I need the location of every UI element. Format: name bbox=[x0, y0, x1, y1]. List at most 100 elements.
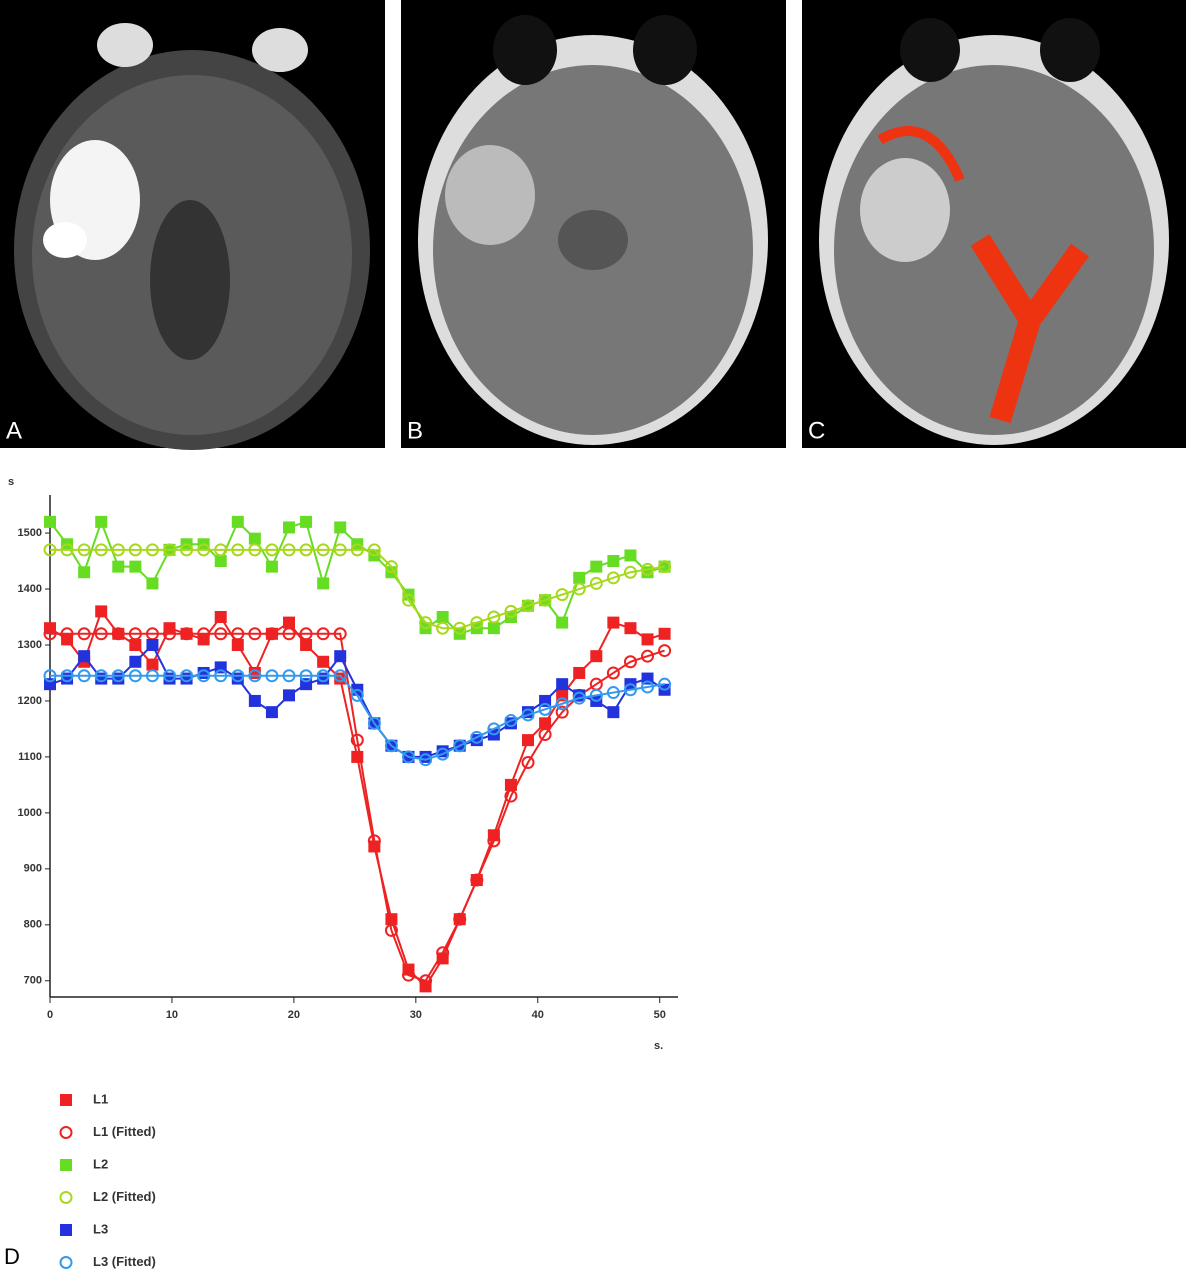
marker bbox=[180, 669, 194, 683]
series-line bbox=[49, 609, 665, 988]
mri-panel-b bbox=[401, 0, 786, 448]
marker bbox=[265, 669, 279, 683]
marker bbox=[470, 730, 484, 744]
marker bbox=[214, 555, 227, 568]
marker bbox=[367, 716, 381, 730]
marker bbox=[350, 688, 364, 702]
marker bbox=[453, 739, 467, 753]
marker bbox=[573, 571, 586, 584]
marker bbox=[231, 669, 245, 683]
x-tick-label: 50 bbox=[654, 1009, 666, 1021]
marker bbox=[60, 543, 74, 557]
marker bbox=[436, 611, 449, 624]
panel-label: C bbox=[808, 417, 825, 444]
marker bbox=[334, 650, 347, 663]
y-tick-label: 1000 bbox=[18, 807, 42, 819]
marker bbox=[111, 627, 125, 641]
marker bbox=[470, 873, 484, 887]
marker bbox=[283, 689, 296, 702]
marker bbox=[299, 627, 313, 641]
x-tick-label: 0 bbox=[47, 1009, 53, 1021]
marker bbox=[316, 627, 330, 641]
legend-label: L1 bbox=[93, 1091, 108, 1106]
marker bbox=[487, 722, 501, 736]
marker bbox=[521, 708, 535, 722]
marker bbox=[77, 627, 91, 641]
marker bbox=[556, 616, 569, 629]
x-tick-label: 30 bbox=[410, 1009, 422, 1021]
marker bbox=[607, 616, 620, 629]
marker bbox=[300, 638, 313, 651]
marker bbox=[78, 650, 91, 663]
panel-label: A bbox=[6, 417, 22, 444]
marker bbox=[572, 582, 586, 596]
marker bbox=[539, 717, 552, 730]
marker bbox=[334, 521, 347, 534]
marker bbox=[197, 669, 211, 683]
y-tick-label: 800 bbox=[24, 919, 42, 931]
marker bbox=[146, 638, 159, 651]
legend-label: L3 bbox=[93, 1221, 108, 1236]
marker bbox=[248, 669, 262, 683]
marker bbox=[60, 669, 74, 683]
marker bbox=[283, 616, 296, 629]
marker bbox=[299, 543, 313, 557]
marker bbox=[521, 599, 535, 613]
marker bbox=[77, 543, 91, 557]
marker bbox=[60, 627, 74, 641]
marker bbox=[384, 923, 398, 937]
marker bbox=[146, 577, 159, 590]
marker bbox=[658, 644, 672, 658]
marker bbox=[231, 543, 245, 557]
marker bbox=[350, 543, 364, 557]
marker bbox=[487, 834, 501, 848]
legend-marker bbox=[59, 1256, 73, 1269]
marker bbox=[248, 532, 261, 545]
series-line bbox=[50, 548, 665, 630]
marker bbox=[248, 694, 261, 707]
marker bbox=[214, 627, 228, 641]
marker bbox=[384, 560, 398, 574]
y-tick-label: 1500 bbox=[18, 527, 42, 539]
y-tick-label: 900 bbox=[24, 863, 42, 875]
marker bbox=[419, 616, 433, 630]
marker bbox=[111, 543, 125, 557]
marker bbox=[607, 706, 620, 719]
marker bbox=[265, 560, 278, 573]
marker bbox=[538, 728, 552, 742]
legend-marker bbox=[60, 1094, 72, 1106]
marker bbox=[128, 627, 142, 641]
marker bbox=[641, 680, 655, 694]
marker bbox=[641, 562, 655, 576]
legend-label: L2 (Fitted) bbox=[93, 1189, 156, 1204]
marker bbox=[521, 756, 535, 770]
marker bbox=[197, 543, 211, 557]
marker bbox=[129, 655, 142, 668]
marker bbox=[231, 638, 244, 651]
marker bbox=[300, 515, 313, 528]
legend-marker bbox=[59, 1191, 73, 1204]
marker bbox=[43, 543, 57, 557]
marker bbox=[538, 702, 552, 716]
marker bbox=[590, 650, 603, 663]
marker bbox=[573, 666, 586, 679]
marker bbox=[436, 747, 450, 761]
marker bbox=[555, 697, 569, 711]
marker bbox=[436, 621, 450, 635]
legend-label: L2 bbox=[93, 1156, 108, 1171]
legend-label: L3 (Fitted) bbox=[93, 1254, 156, 1269]
marker bbox=[624, 622, 637, 635]
marker bbox=[487, 610, 501, 624]
marker bbox=[94, 669, 108, 683]
marker bbox=[333, 627, 347, 641]
marker bbox=[214, 543, 228, 557]
marker bbox=[419, 753, 433, 767]
legend-marker bbox=[60, 1159, 72, 1171]
marker bbox=[248, 543, 262, 557]
y-tick-label: 1200 bbox=[18, 695, 42, 707]
marker bbox=[384, 739, 398, 753]
marker bbox=[402, 968, 416, 982]
marker bbox=[487, 622, 500, 635]
